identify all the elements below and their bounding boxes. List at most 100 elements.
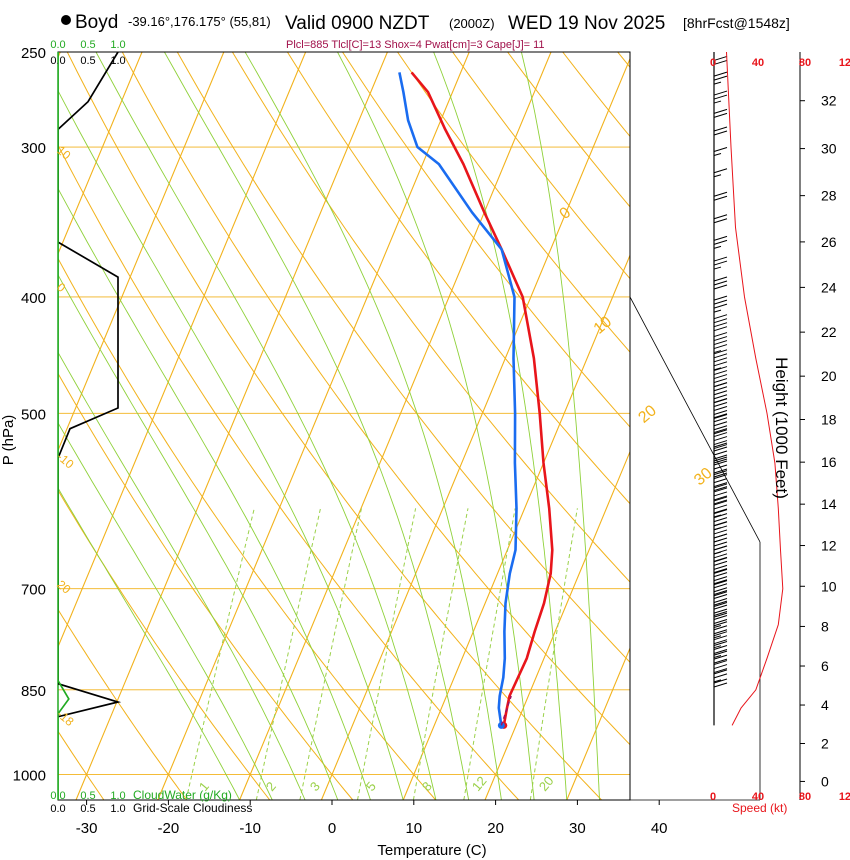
wind-barb-flag — [713, 394, 728, 400]
y-axis-label: P (hPa) — [0, 415, 17, 466]
wind-barb-flag — [713, 386, 728, 392]
wind-barb — [713, 71, 728, 93]
wind-barb-flag — [713, 491, 728, 497]
moist-adiabat-line — [520, 52, 600, 800]
wind-barb-flag — [713, 619, 728, 625]
dry-adiabat-line — [66, 52, 602, 800]
wind-barb-flag — [713, 486, 728, 492]
wind-panel — [713, 42, 728, 726]
wind-barb-flag — [713, 500, 728, 506]
y-tick-label: 850 — [21, 683, 46, 700]
wind-barb — [713, 90, 728, 112]
cloudiness-tick-bottom: 1.0 — [110, 803, 125, 815]
wind-barb-flag — [713, 428, 728, 434]
wind-barb-flag — [713, 357, 728, 363]
cloudiness-tick-bottom: 0.5 — [80, 803, 95, 815]
wind-barb-flag — [713, 235, 728, 241]
dry-adiabat-line — [58, 372, 354, 800]
wind-barb-half — [713, 266, 722, 270]
station-location: -39.16°,176.175° (55,81) — [128, 14, 271, 29]
wind-barb-flag — [713, 615, 728, 621]
height-tick-label: 0 — [821, 773, 829, 789]
wind-barb-half — [713, 514, 722, 518]
station-marker-icon — [61, 15, 71, 25]
wind-barb-flag — [713, 537, 728, 543]
isotherm-line — [157, 52, 470, 800]
y-tick-label: 250 — [21, 45, 46, 62]
wind-barb-flag — [713, 256, 728, 262]
wind-barb — [713, 108, 728, 130]
cloudwater-label: CloudWater (g/Kg) — [133, 788, 232, 802]
wind-barb-flag — [713, 635, 728, 641]
cloudwater-curve — [58, 52, 70, 800]
wind-barb-flag — [713, 568, 728, 574]
wind-barb-flag — [713, 260, 728, 266]
valid-utc: (2000Z) — [449, 16, 495, 31]
wind-barb-flag — [713, 168, 728, 174]
wind-barb-flag — [713, 195, 728, 201]
wind-barb-flag — [713, 564, 728, 570]
wind-barb-flag — [713, 673, 728, 679]
height-tick-label: 22 — [821, 324, 837, 340]
wind-barb — [713, 191, 728, 213]
wind-barb-flag — [713, 344, 728, 350]
speed-label: Speed (kt) — [732, 801, 787, 815]
wind-barb-half — [713, 367, 722, 371]
cloudiness-tick-bottom: 0.0 — [50, 803, 65, 815]
dry-adiabat-line — [783, 52, 850, 800]
wind-barb-flag — [713, 682, 728, 688]
axes: -30 -20 -10 0 10 20 30 402503004005007008501000… — [13, 39, 850, 837]
wind-barb-flag — [713, 579, 728, 585]
valid-time: Valid 0900 NZDT — [285, 13, 430, 34]
cloudwater-tick-top: 0.5 — [80, 39, 95, 51]
x-tick-label: 20 — [487, 820, 504, 837]
wind-barb-flag — [713, 446, 728, 452]
x-tick-label: -10 — [239, 820, 261, 837]
wind-barb-flag — [713, 314, 728, 320]
wind-barb-flag — [713, 353, 728, 359]
wind-barb — [713, 214, 728, 235]
wind-barb-flag — [714, 42, 727, 46]
wind-barb-flag — [713, 598, 728, 604]
wind-barb-flag — [713, 513, 728, 519]
wind-barb-flag — [713, 90, 728, 96]
wind-barb-flag — [713, 409, 728, 415]
wind-barb — [713, 276, 728, 297]
wind-barb-flag — [713, 417, 728, 423]
wind-barb-flag — [713, 478, 728, 484]
height-tick-label: 6 — [821, 658, 829, 674]
height-tick-label: 24 — [821, 279, 837, 295]
x-tick-label: 10 — [405, 820, 422, 837]
wind-barb-flag — [713, 545, 728, 551]
wind-barb-half — [713, 625, 722, 629]
parcel-trace — [500, 695, 512, 726]
wind-barb-flag — [713, 295, 728, 301]
wind-barb-flag — [713, 450, 728, 456]
wind-barb-flag — [713, 75, 728, 81]
wind-barb-flag — [713, 669, 728, 675]
wind-barb-flag — [713, 130, 728, 136]
wind-barb — [713, 235, 728, 257]
moist-adiabat-line — [58, 351, 306, 800]
mixing-ratio-line — [299, 508, 362, 800]
speed-tick-bottom: 40 — [752, 791, 764, 803]
wind-barb-flag — [713, 641, 728, 646]
isotherm-line — [566, 646, 630, 800]
mixing-ratio-line — [185, 508, 255, 800]
height-tick-label: 20 — [821, 368, 837, 384]
wind-barb-flag — [713, 604, 728, 610]
wind-barb-flag — [713, 509, 728, 515]
wind-barb-flag — [713, 71, 728, 77]
thermo-grid — [58, 52, 850, 800]
wind-barb-flag — [713, 413, 728, 419]
wind-barb-half — [713, 174, 722, 178]
wind-barb-half — [713, 100, 722, 104]
wind-barb-half — [713, 655, 722, 658]
wind-barb — [713, 256, 728, 278]
wind-barb-flag — [713, 436, 728, 442]
wind-barb — [713, 332, 728, 354]
wind-barb-flag — [713, 621, 728, 627]
x-tick-label: -30 — [76, 820, 98, 837]
isotherm-line — [239, 52, 552, 800]
y-tick-label: 400 — [21, 290, 46, 307]
